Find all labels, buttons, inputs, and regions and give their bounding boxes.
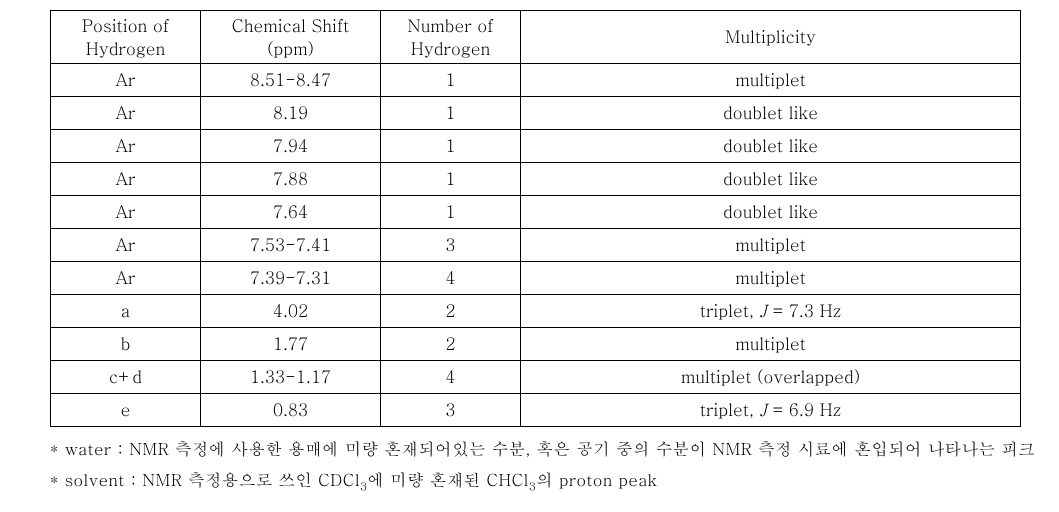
cell-position: Ar	[51, 261, 201, 294]
table-row: Ar7.641doublet like	[51, 195, 1021, 228]
cell-number: 2	[381, 294, 521, 327]
mult-j: J	[760, 298, 767, 322]
mult-pre: triplet,	[700, 397, 760, 421]
col-header-shift-l2: (ppm)	[267, 36, 314, 60]
footnote-star: *	[50, 436, 59, 460]
table-row: b1.772multiplet	[51, 327, 1021, 360]
footnote-solvent-label: solvent	[65, 467, 125, 491]
cell-position: Ar	[51, 162, 201, 195]
cell-multiplicity: triplet, J = 6.9 Hz	[521, 393, 1021, 426]
footnote-star: *	[50, 467, 59, 491]
footnotes: * water : NMR 측정에 사용한 용매에 미량 혼재되어있는 수분, …	[50, 433, 1039, 496]
cell-number: 1	[381, 63, 521, 96]
mult-post: = 7.3 Hz	[767, 298, 841, 322]
table-row: a4.022triplet, J = 7.3 Hz	[51, 294, 1021, 327]
cell-multiplicity: multiplet	[521, 261, 1021, 294]
col-header-shift: Chemical Shift (ppm)	[201, 11, 381, 64]
table-row: Ar8.191doublet like	[51, 96, 1021, 129]
table-body: Ar8.51-8.471multipletAr8.191doublet like…	[51, 63, 1021, 426]
col-header-shift-l1: Chemical Shift	[232, 13, 350, 37]
footnote-water-sep: :	[112, 436, 130, 460]
cell-shift: 7.39-7.31	[201, 261, 381, 294]
cell-multiplicity: doublet like	[521, 195, 1021, 228]
cell-position: a	[51, 294, 201, 327]
table-header-row: Position of Hydrogen Chemical Shift (ppm…	[51, 11, 1021, 64]
cell-shift: 1.33-1.17	[201, 360, 381, 393]
cell-position: Ar	[51, 63, 201, 96]
cell-multiplicity: multiplet	[521, 63, 1021, 96]
cell-number: 1	[381, 162, 521, 195]
col-header-multiplicity-l1: Multiplicity	[725, 24, 816, 48]
cell-shift: 0.83	[201, 393, 381, 426]
footnote-solvent: * solvent : NMR 측정용으로 쓰인 CDCl3에 미량 혼재된 C…	[50, 464, 1039, 495]
cell-number: 3	[381, 228, 521, 261]
cell-multiplicity: doublet like	[521, 96, 1021, 129]
cell-position: Ar	[51, 96, 201, 129]
cell-number: 2	[381, 327, 521, 360]
cell-shift: 7.88	[201, 162, 381, 195]
cell-position: b	[51, 327, 201, 360]
table-row: Ar7.941doublet like	[51, 129, 1021, 162]
cell-shift: 1.77	[201, 327, 381, 360]
table-row: Ar7.39-7.314multiplet	[51, 261, 1021, 294]
table-row: Ar7.881doublet like	[51, 162, 1021, 195]
cell-number: 1	[381, 129, 521, 162]
cell-shift: 8.19	[201, 96, 381, 129]
cell-multiplicity: multiplet	[521, 327, 1021, 360]
footnote-water-label: water	[65, 436, 112, 460]
nmr-table: Position of Hydrogen Chemical Shift (ppm…	[50, 10, 1021, 427]
cell-position: e	[51, 393, 201, 426]
cell-multiplicity: multiplet	[521, 228, 1021, 261]
col-header-position: Position of Hydrogen	[51, 11, 201, 64]
cell-position: Ar	[51, 195, 201, 228]
mult-post: = 6.9 Hz	[767, 397, 841, 421]
footnote-solvent-sep: :	[125, 467, 143, 491]
col-header-number: Number of Hydrogen	[381, 11, 521, 64]
cell-number: 3	[381, 393, 521, 426]
cell-number: 4	[381, 261, 521, 294]
footnote-solvent-post: 의 proton peak	[536, 467, 657, 491]
cell-number: 4	[381, 360, 521, 393]
cell-multiplicity: doublet like	[521, 129, 1021, 162]
cell-position: Ar	[51, 228, 201, 261]
col-header-number-l2: Hydrogen	[411, 36, 491, 60]
cell-multiplicity: doublet like	[521, 162, 1021, 195]
cell-multiplicity: triplet, J = 7.3 Hz	[521, 294, 1021, 327]
cell-shift: 7.64	[201, 195, 381, 228]
footnote-water: * water : NMR 측정에 사용한 용매에 미량 혼재되어있는 수분, …	[50, 433, 1039, 464]
footnote-water-text: NMR 측정에 사용한 용매에 미량 혼재되어있는 수분, 혹은 공기 중의 수…	[129, 436, 1035, 460]
cell-number: 1	[381, 195, 521, 228]
table-row: e0.833triplet, J = 6.9 Hz	[51, 393, 1021, 426]
cell-position: c+d	[51, 360, 201, 393]
footnote-solvent-mid: 에 미량 혼재된 CHCl	[367, 467, 529, 491]
table-row: c+d1.33-1.174multiplet (overlapped)	[51, 360, 1021, 393]
cell-shift: 7.94	[201, 129, 381, 162]
col-header-position-l1: Position of	[82, 13, 169, 37]
mult-pre: triplet,	[700, 298, 760, 322]
table-row: Ar8.51-8.471multiplet	[51, 63, 1021, 96]
cell-shift: 7.53-7.41	[201, 228, 381, 261]
col-header-position-l2: Hydrogen	[86, 36, 166, 60]
cell-position: Ar	[51, 129, 201, 162]
col-header-number-l1: Number of	[407, 13, 493, 37]
footnote-solvent-pre: NMR 측정용으로 쓰인 CDCl	[142, 467, 360, 491]
col-header-multiplicity: Multiplicity	[521, 11, 1021, 64]
cell-multiplicity: multiplet (overlapped)	[521, 360, 1021, 393]
table-row: Ar7.53-7.413multiplet	[51, 228, 1021, 261]
cell-number: 1	[381, 96, 521, 129]
cell-shift: 4.02	[201, 294, 381, 327]
cell-shift: 8.51-8.47	[201, 63, 381, 96]
mult-j: J	[760, 397, 767, 421]
